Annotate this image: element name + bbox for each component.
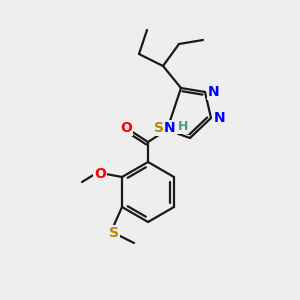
Text: S: S (154, 121, 164, 135)
Text: S: S (109, 226, 119, 240)
Text: N: N (164, 121, 176, 135)
Text: N: N (208, 85, 220, 99)
Text: O: O (120, 121, 132, 135)
Text: N: N (214, 111, 226, 125)
Text: O: O (94, 167, 106, 181)
Text: H: H (178, 121, 188, 134)
